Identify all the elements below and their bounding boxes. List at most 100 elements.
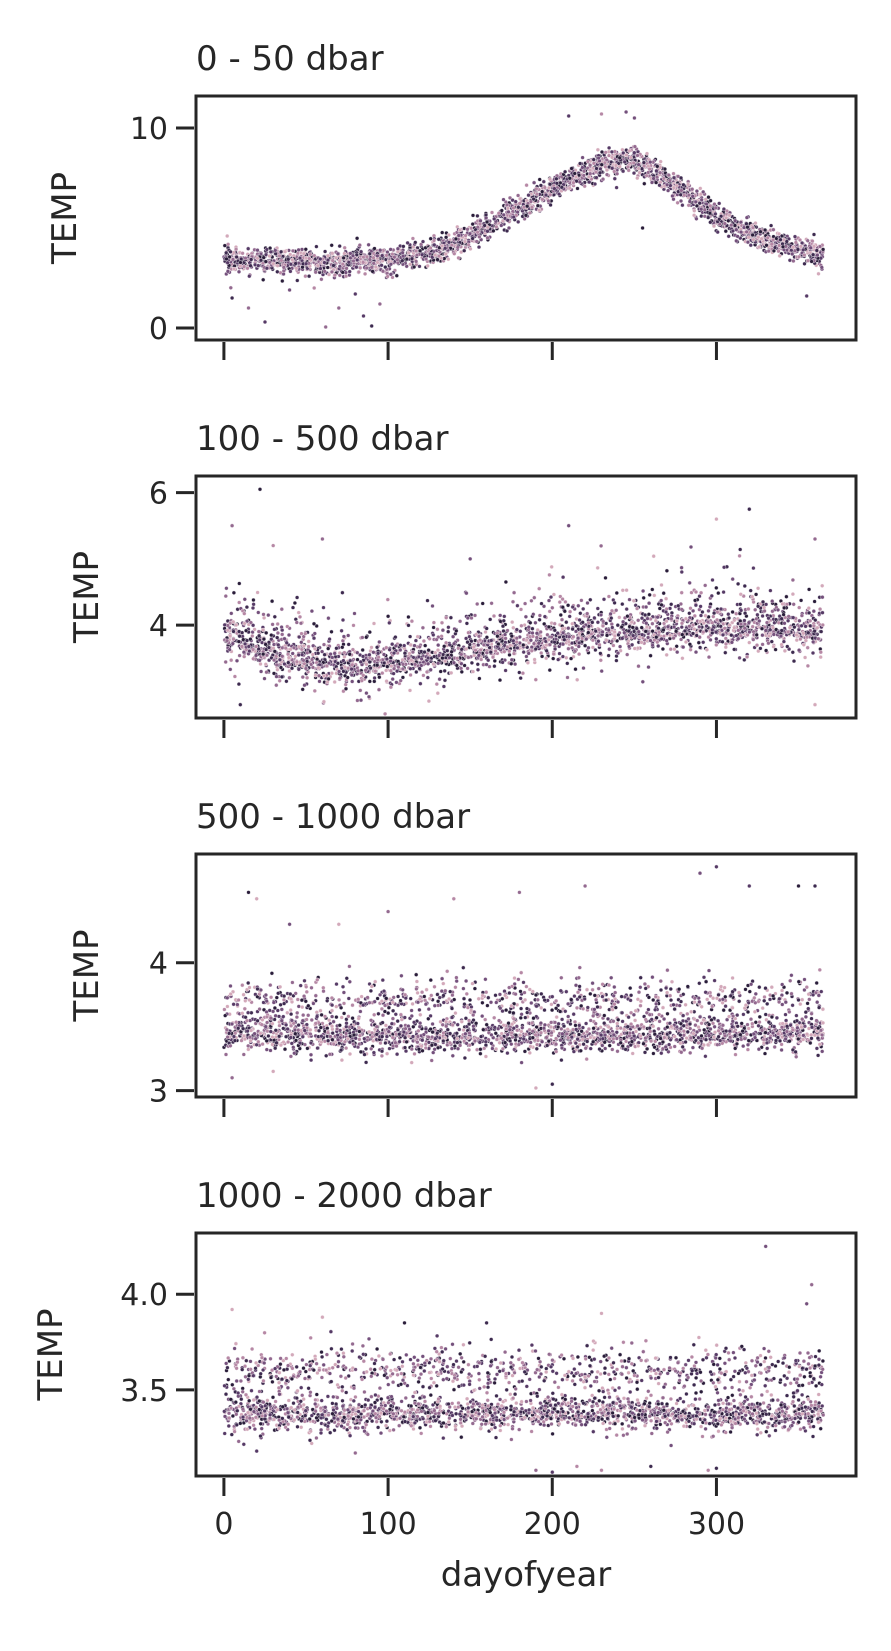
scatter-point <box>502 649 507 654</box>
scatter-point <box>671 171 676 176</box>
scatter-point <box>661 591 666 596</box>
scatter-point <box>519 623 524 628</box>
scatter-point <box>600 629 605 634</box>
scatter-point <box>485 225 490 230</box>
scatter-point <box>786 614 791 619</box>
scatter-point <box>372 679 377 684</box>
scatter-point <box>641 588 646 594</box>
scatter-point <box>678 175 684 180</box>
scatter-point <box>659 598 664 603</box>
scatter-point <box>655 640 660 645</box>
scatter-point <box>383 711 388 716</box>
scatter-point <box>771 644 776 649</box>
scatter-point <box>257 633 262 638</box>
scatter-point <box>597 642 602 647</box>
scatter-point <box>680 656 685 661</box>
scatter-point <box>341 669 346 674</box>
scatter-point <box>732 223 738 228</box>
scatter-point <box>534 635 539 640</box>
scatter-point <box>248 637 253 642</box>
scatter-point <box>679 590 684 595</box>
scatter-point <box>446 257 451 262</box>
scatter-point <box>264 647 269 652</box>
scatter-point <box>242 597 247 602</box>
scatter-point <box>708 198 713 203</box>
scatter-point <box>236 269 242 274</box>
scatter-point <box>238 260 243 265</box>
scatter-point <box>700 609 705 615</box>
scatter-point <box>496 211 501 216</box>
scatter-point <box>490 655 496 660</box>
scatter-point <box>518 676 523 681</box>
scatter-point <box>772 620 777 625</box>
scatter-point <box>261 277 266 282</box>
scatter-point <box>575 677 580 682</box>
scatter-point <box>616 632 621 637</box>
scatter-point <box>360 635 365 640</box>
scatter-point <box>325 265 330 270</box>
scatter-point <box>745 654 750 659</box>
scatter-point <box>620 588 625 593</box>
scatter-point <box>423 643 428 648</box>
scatter-point <box>641 595 646 600</box>
scatter-point <box>261 637 266 642</box>
scatter-point <box>742 657 747 662</box>
scatter-point <box>513 199 518 204</box>
scatter-point <box>599 111 604 117</box>
scatter-point <box>395 669 400 674</box>
scatter-point <box>750 225 755 230</box>
scatter-point <box>438 669 443 674</box>
scatter-point <box>303 247 308 252</box>
scatter-point <box>571 180 576 185</box>
scatter-point <box>646 612 651 617</box>
scatter-point <box>466 630 471 635</box>
scatter-point <box>770 625 775 630</box>
scatter-point <box>564 655 569 660</box>
scatter-point <box>696 640 701 645</box>
scatter-point <box>557 651 562 656</box>
scatter-point <box>364 635 369 640</box>
scatter-point <box>306 644 311 649</box>
scatter-point <box>699 207 704 212</box>
scatter-point <box>805 645 810 650</box>
scatter-point <box>697 201 702 206</box>
scatter-point <box>701 629 706 635</box>
scatter-point <box>782 621 787 626</box>
scatter-point <box>559 617 565 622</box>
scatter-point <box>330 251 335 256</box>
scatter-point <box>361 673 366 678</box>
scatter-point <box>642 181 647 186</box>
scatter-point <box>279 625 284 630</box>
scatter-point <box>278 665 284 670</box>
scatter-point <box>297 634 302 640</box>
scatter-point <box>808 245 813 250</box>
scatter-point <box>726 612 731 617</box>
scatter-point <box>590 645 595 650</box>
scatter-point <box>332 651 337 656</box>
scatter-point <box>777 253 782 258</box>
scatter-point <box>435 257 440 262</box>
scatter-point <box>534 192 539 197</box>
scatter-point <box>674 183 679 188</box>
scatter-point <box>594 175 599 180</box>
scatter-point <box>771 632 776 637</box>
scatter-point <box>609 149 614 154</box>
scatter-point <box>279 258 284 263</box>
scatter-point <box>364 254 369 259</box>
scatter-point <box>292 600 297 606</box>
scatter-point <box>287 668 292 674</box>
scatter-point <box>672 624 677 630</box>
scatter-point <box>360 647 365 653</box>
scatter-point <box>690 631 696 636</box>
scatter-point <box>483 629 488 635</box>
scatter-point <box>294 266 299 271</box>
scatter-point <box>409 256 415 261</box>
scatter-point <box>712 202 717 207</box>
scatter-point <box>251 597 256 603</box>
scatter-point <box>699 197 704 202</box>
scatter-point <box>573 174 579 179</box>
scatter-point <box>802 261 807 266</box>
scatter-point <box>439 620 445 625</box>
scatter-point <box>805 663 810 668</box>
scatter-point <box>738 602 743 607</box>
